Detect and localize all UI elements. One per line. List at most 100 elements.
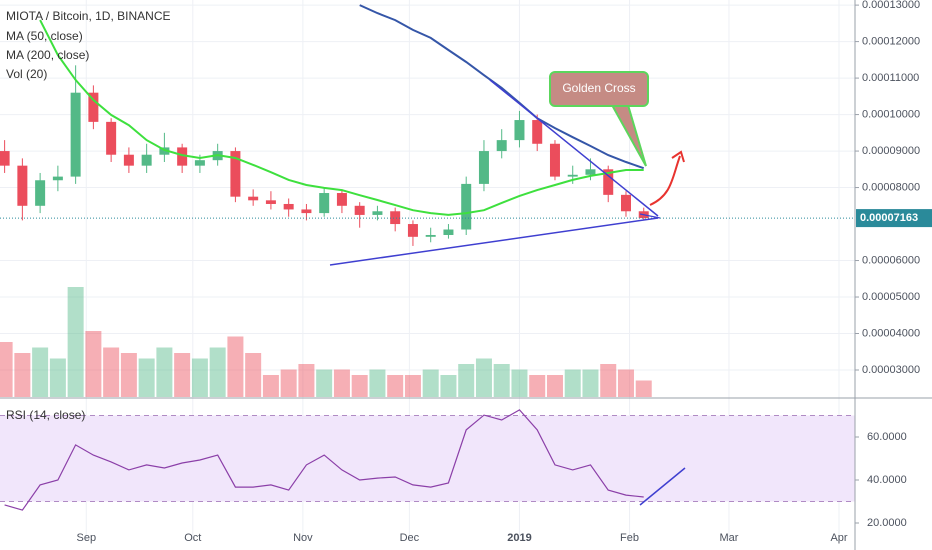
- arrow: [649, 155, 681, 206]
- y-tick-label: 20.0000: [867, 517, 907, 529]
- candle-body: [354, 205, 365, 215]
- candle-body: [407, 224, 418, 237]
- volume-bar: [262, 375, 279, 397]
- title: MIOTA / Bitcoin, 1D, BINANCE: [6, 9, 170, 23]
- volume-bar: [387, 375, 404, 397]
- candle-body: [478, 151, 489, 184]
- rsi-label: RSI (14, close): [6, 408, 85, 422]
- candle-body: [319, 193, 330, 214]
- volume-bar: [227, 336, 244, 397]
- x-tick-label: Dec: [400, 532, 420, 544]
- x-tick-label: 2019: [507, 532, 531, 544]
- callout-box: [549, 71, 649, 107]
- volume-bar: [582, 369, 599, 397]
- y-tick-label: 0.00006000: [862, 254, 920, 266]
- volume-bar: [511, 369, 528, 397]
- candle-body: [194, 160, 205, 166]
- volume-bar: [617, 369, 634, 397]
- volume-bar: [422, 369, 439, 397]
- volume-bar: [458, 364, 475, 397]
- candle-body: [230, 151, 241, 197]
- candle-body: [177, 147, 188, 166]
- volume-bar: [600, 364, 617, 397]
- candle-body: [425, 234, 436, 237]
- y-tick-label: 0.00003000: [862, 364, 920, 376]
- volume-bar: [49, 358, 66, 397]
- volume-bar: [120, 353, 137, 397]
- last-price-label: 0.00007163: [860, 212, 918, 224]
- volume-bar: [245, 353, 262, 397]
- candle-body: [514, 120, 525, 141]
- candle-body: [532, 120, 543, 144]
- volume-bar: [209, 347, 226, 397]
- x-tick-label: Mar: [719, 532, 738, 544]
- volume-bar: [475, 358, 492, 397]
- candle-body: [443, 229, 454, 235]
- x-tick-label: Feb: [620, 532, 639, 544]
- candle-body: [585, 169, 596, 175]
- volume-bar: [564, 369, 581, 397]
- grid: [0, 0, 855, 540]
- candle-body: [567, 174, 578, 177]
- marks: [0, 4, 855, 511]
- volume-bar: [138, 358, 155, 397]
- volume-bar: [67, 287, 84, 397]
- candle-body: [0, 151, 10, 166]
- volume-bar: [298, 364, 315, 397]
- x-tick-label: Sep: [76, 532, 96, 544]
- volume-bar: [351, 375, 368, 397]
- y-tick-label: 0.00010000: [862, 108, 920, 120]
- y-tick-label: 0.00009000: [862, 145, 920, 157]
- candle-body: [159, 147, 170, 155]
- volume-bar: [333, 369, 350, 397]
- volume-bar: [546, 375, 563, 397]
- volume-bar: [493, 364, 510, 397]
- x-tick-label: Nov: [293, 532, 313, 544]
- y-tick-label: 0.00013000: [862, 0, 920, 11]
- candle-body: [301, 209, 312, 214]
- last-price-box: [856, 209, 932, 228]
- trendline: [329, 217, 659, 266]
- candle-body: [549, 143, 560, 177]
- candle-body: [88, 92, 99, 122]
- volume-bar: [191, 358, 208, 397]
- candle-body: [106, 121, 117, 155]
- y-tick-label: 0.00005000: [862, 291, 920, 303]
- annotation: Golden Cross: [562, 81, 635, 95]
- rsi-line: [4, 409, 644, 511]
- volume-bar: [369, 369, 386, 397]
- candle-body: [248, 196, 259, 201]
- arrow-head: [671, 150, 685, 163]
- volume-bar: [32, 347, 49, 397]
- volume-bar: [440, 375, 457, 397]
- y-tick-label: 60.0000: [867, 431, 907, 443]
- candle-body: [123, 154, 134, 166]
- candle-body: [496, 140, 507, 152]
- x-tick-label: Apr: [830, 532, 847, 544]
- volume-bar: [529, 375, 546, 397]
- trendline: [489, 79, 659, 217]
- y-tick-label: 0.00012000: [862, 36, 920, 48]
- candle-body: [70, 92, 81, 177]
- volume-bar: [85, 331, 102, 397]
- legend-entry: MA (50, close): [6, 29, 83, 43]
- y-tick-label: 0.00004000: [862, 327, 920, 339]
- volume-bar: [14, 353, 31, 397]
- candle-body: [52, 176, 63, 181]
- volume-bar: [103, 347, 120, 397]
- candle-body: [603, 169, 614, 195]
- candle-body: [461, 183, 472, 230]
- legend-entry: Vol (20): [6, 67, 47, 81]
- y-tick-label: 0.00011000: [862, 72, 919, 84]
- candle-body: [17, 165, 28, 206]
- candle-body: [620, 194, 631, 212]
- candle-body: [390, 211, 401, 225]
- volume-bar: [404, 375, 421, 397]
- ma-line: [39, 19, 644, 216]
- y-tick-label: 0.00008000: [862, 181, 920, 193]
- volume-bar: [174, 353, 191, 397]
- volume-bar: [635, 380, 652, 397]
- legend-entry: MA (200, close): [6, 48, 89, 62]
